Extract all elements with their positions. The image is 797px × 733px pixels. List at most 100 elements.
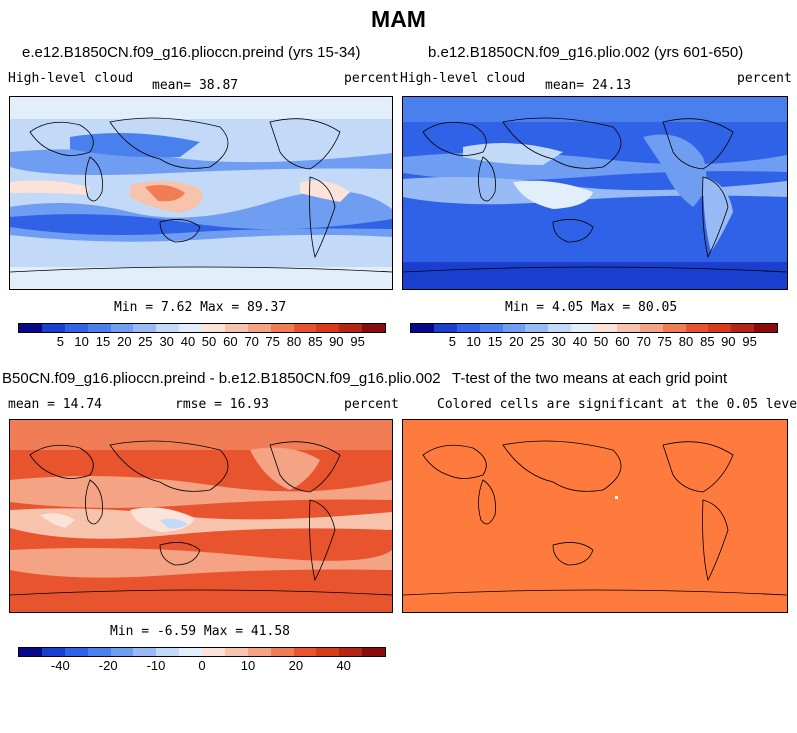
panel-3-mean-label: mean = 14.74	[8, 397, 102, 412]
cbar-box	[179, 324, 202, 332]
cbar-tick-label: 80	[678, 334, 694, 349]
cbar-tick-label: -10	[146, 658, 166, 673]
panel-4-title: T-test of the two means at each grid poi…	[452, 370, 728, 387]
cbar-tick-label: 85	[700, 334, 715, 349]
cbar-tick-label: 95	[350, 334, 365, 349]
cbar-tick-label: -20	[98, 658, 118, 673]
cbar-tick-label: 40	[180, 334, 196, 349]
cbar-tick-label: 50	[593, 334, 609, 349]
panel-2-minmax: Min = 4.05 Max = 80.05	[505, 300, 678, 315]
cbar-tick-label: 30	[551, 334, 566, 349]
cbar-tick-label: 0	[198, 658, 206, 673]
cbar-tick-label: 15	[487, 334, 503, 349]
cbar-box	[339, 324, 363, 332]
panel-2-map-field	[403, 97, 787, 289]
panel-3-map-field	[10, 420, 392, 612]
cbar-tick-label: 25	[138, 334, 153, 349]
cbar-box	[19, 324, 42, 332]
cbar-box	[156, 324, 180, 332]
cbar-tick-label: 15	[95, 334, 111, 349]
cbar-box	[502, 324, 526, 332]
cbar-box	[525, 324, 549, 332]
colorbar-abs-left	[18, 323, 386, 333]
cbar-box	[41, 324, 65, 332]
cbar-tick-label: 90	[329, 334, 344, 349]
cbar-box	[247, 324, 271, 332]
panel-2-mean-label: mean= 24.13	[545, 78, 632, 93]
cbar-box	[19, 648, 42, 656]
cbar-box	[708, 324, 732, 332]
cbar-tick-label: 70	[244, 334, 259, 349]
cbar-box	[87, 324, 111, 332]
panel-1-title: e.e12.B1850CN.f09_g16.plioccn.preind (yr…	[22, 44, 361, 61]
colorbar-abs-right	[410, 323, 778, 333]
cbar-box	[202, 648, 225, 656]
colorbar-diff	[18, 647, 386, 657]
panel-3-minmax: Min = -6.59 Max = 41.58	[110, 624, 291, 639]
cbar-tick-label: 50	[201, 334, 217, 349]
cbar-box	[247, 648, 271, 656]
cbar-box	[293, 648, 317, 656]
cbar-box	[156, 648, 180, 656]
cbar-tick-label: -40	[50, 658, 70, 673]
cbar-box	[616, 324, 640, 332]
cbar-tick-label: 75	[657, 334, 672, 349]
cbar-box	[339, 648, 363, 656]
cbar-box	[41, 648, 65, 656]
cbar-tick-label: 30	[159, 334, 174, 349]
cbar-tick-label: 90	[721, 334, 736, 349]
panel-1-units-label: percent	[344, 71, 399, 86]
cbar-box	[87, 648, 111, 656]
cbar-box	[293, 324, 317, 332]
cbar-tick-label: 5	[448, 334, 456, 349]
cbar-box	[270, 324, 294, 332]
panel-3-title: B50CN.f09_g16.plioccn.preind - b.e12.B18…	[2, 370, 441, 387]
cbar-tick-label: 10	[74, 334, 89, 349]
panel-4-map-field	[403, 420, 787, 612]
cbar-tick-label: 60	[223, 334, 238, 349]
cbar-box	[433, 324, 457, 332]
cbar-box	[411, 324, 434, 332]
panel-2-title: b.e12.B1850CN.f09_g16.plio.002 (yrs 601-…	[428, 44, 744, 61]
cbar-box	[362, 648, 385, 656]
cbar-box	[685, 324, 709, 332]
cbar-box	[224, 324, 248, 332]
panel-4-note: Colored cells are significant at the 0.0…	[437, 397, 797, 412]
cbar-box	[316, 648, 340, 656]
figure-title: MAM	[371, 6, 426, 32]
cbar-box	[64, 648, 88, 656]
cbar-box	[662, 324, 686, 332]
cbar-box	[479, 324, 503, 332]
cbar-box	[639, 324, 663, 332]
cbar-tick-label: 95	[742, 334, 757, 349]
cbar-box	[594, 324, 617, 332]
cbar-tick-label: 85	[308, 334, 323, 349]
cbar-box	[110, 324, 134, 332]
panel-1-variable-label: High-level cloud	[8, 71, 134, 86]
cbar-box	[571, 324, 594, 332]
cbar-box	[224, 648, 248, 656]
cbar-tick-label: 70	[636, 334, 651, 349]
panel-2-units-label: percent	[737, 71, 792, 86]
panel-1-minmax: Min = 7.62 Max = 89.37	[114, 300, 287, 315]
cbar-tick-label: 10	[240, 658, 256, 673]
cbar-box	[316, 324, 340, 332]
panel-1-map	[9, 96, 393, 290]
panel-3-map	[9, 419, 393, 613]
panel-4-map	[402, 419, 788, 613]
cbar-tick-label: 20	[117, 334, 132, 349]
cbar-tick-label: 20	[288, 658, 304, 673]
panel-1-map-field	[10, 97, 392, 289]
cbar-tick-label: 25	[530, 334, 545, 349]
cbar-tick-label: 10	[466, 334, 481, 349]
cbar-tick-label: 40	[336, 658, 351, 673]
cbar-tick-label: 60	[615, 334, 630, 349]
cbar-box	[64, 324, 88, 332]
panel-3-rmse-label: rmse = 16.93	[175, 397, 269, 412]
cbar-box	[133, 648, 157, 656]
cbar-box	[548, 324, 572, 332]
cbar-box	[133, 324, 157, 332]
cbar-tick-label: 80	[286, 334, 302, 349]
cbar-tick-label: 40	[572, 334, 588, 349]
cbar-tick-label: 5	[56, 334, 64, 349]
